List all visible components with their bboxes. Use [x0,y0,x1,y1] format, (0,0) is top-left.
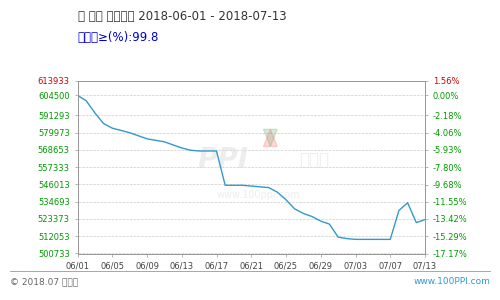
Text: 生意社: 生意社 [299,151,329,169]
Polygon shape [264,129,278,146]
Text: 钴 国内 市场价格 2018-06-01 - 2018-07-13: 钴 国内 市场价格 2018-06-01 - 2018-07-13 [78,11,286,23]
Text: www.100ppi.com: www.100ppi.com [216,190,300,200]
Text: www.100PPI.com: www.100PPI.com [413,278,490,286]
Text: PPI: PPI [198,146,249,174]
Text: 钴含量≥(%):99.8: 钴含量≥(%):99.8 [78,31,159,44]
Polygon shape [264,129,278,146]
Text: © 2018.07 生意社: © 2018.07 生意社 [10,278,78,286]
